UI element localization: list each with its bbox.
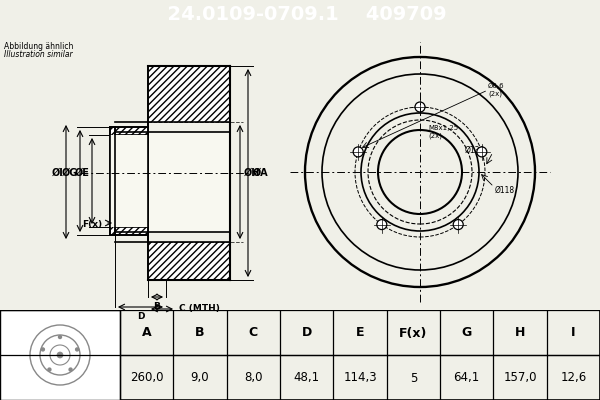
Text: Ø130: Ø130 (465, 146, 485, 154)
Text: 24.0109-0709.1    409709: 24.0109-0709.1 409709 (154, 6, 446, 24)
Polygon shape (148, 242, 230, 280)
Text: Ø118: Ø118 (495, 186, 515, 194)
Text: Illustration similar: Illustration similar (4, 50, 73, 59)
Circle shape (57, 352, 63, 358)
Polygon shape (110, 227, 148, 235)
Text: 114,3: 114,3 (343, 372, 377, 384)
Text: ØG: ØG (62, 168, 78, 178)
Polygon shape (110, 127, 115, 235)
Text: Ø6,6
(2x): Ø6,6 (2x) (488, 83, 505, 97)
Text: 12,6: 12,6 (560, 372, 586, 384)
Text: ØI: ØI (52, 168, 64, 178)
Text: C: C (249, 326, 258, 340)
Circle shape (48, 368, 51, 371)
Text: E: E (356, 326, 364, 340)
Polygon shape (110, 135, 148, 227)
Text: ØA: ØA (253, 168, 269, 178)
Text: B: B (195, 326, 205, 340)
Text: D: D (302, 326, 312, 340)
Text: 260,0: 260,0 (130, 372, 163, 384)
Text: ØE: ØE (75, 168, 90, 178)
Text: M8x1,25
(2x): M8x1,25 (2x) (428, 125, 458, 139)
Text: 9,0: 9,0 (191, 372, 209, 384)
Text: H: H (515, 326, 525, 340)
Text: ØH: ØH (244, 168, 260, 178)
Circle shape (41, 348, 44, 351)
Polygon shape (148, 132, 230, 232)
Text: I: I (571, 326, 575, 340)
Circle shape (453, 220, 463, 230)
Circle shape (69, 368, 72, 371)
Text: 48,1: 48,1 (293, 372, 320, 384)
Text: 8,0: 8,0 (244, 372, 263, 384)
Polygon shape (110, 127, 148, 135)
Text: 5: 5 (410, 372, 417, 384)
Text: D: D (137, 312, 144, 321)
Text: C (MTH): C (MTH) (179, 304, 220, 314)
Circle shape (76, 348, 79, 351)
Text: G: G (461, 326, 472, 340)
Circle shape (415, 102, 425, 112)
Circle shape (477, 147, 487, 157)
Text: A: A (142, 326, 151, 340)
Bar (0, 310, 120, 400)
Circle shape (377, 220, 387, 230)
Circle shape (59, 336, 62, 338)
Text: F(x): F(x) (399, 326, 428, 340)
Text: F(x): F(x) (82, 220, 102, 230)
Polygon shape (148, 66, 230, 122)
Text: 64,1: 64,1 (454, 372, 480, 384)
Text: Abbildung ähnlich: Abbildung ähnlich (4, 42, 73, 51)
Text: B: B (154, 302, 160, 311)
Text: 157,0: 157,0 (503, 372, 537, 384)
Circle shape (353, 147, 363, 157)
